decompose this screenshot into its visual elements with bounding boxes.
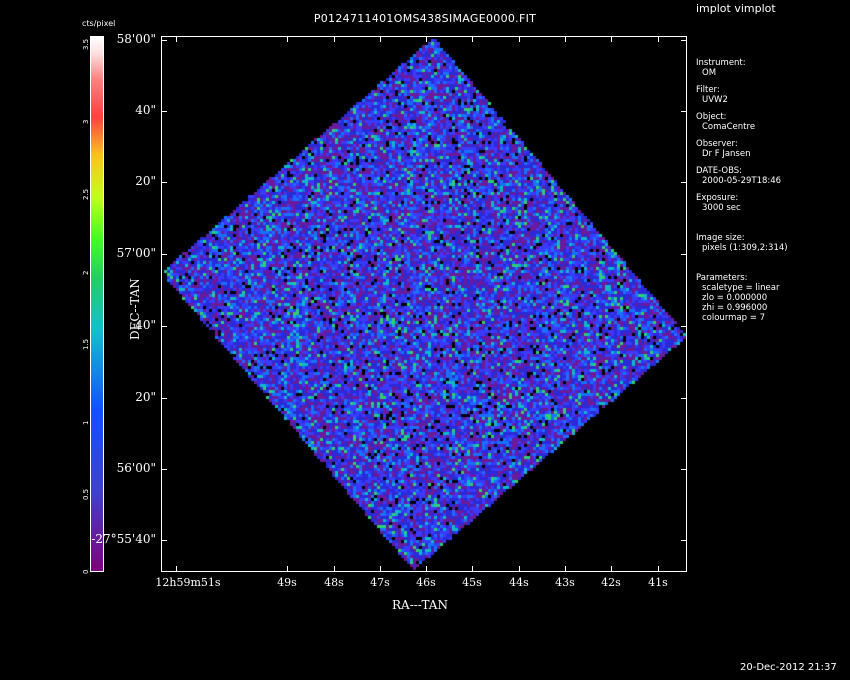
info-value: OM	[702, 68, 717, 78]
y-tick-mark	[681, 182, 687, 183]
x-tick-label: 47s	[370, 576, 390, 589]
x-tick-mark	[519, 36, 520, 42]
colorbar-tick: 0	[82, 569, 90, 574]
x-tick-mark	[611, 36, 612, 42]
param-scaletype: scaletype = linear	[702, 283, 780, 293]
info-instrument: Instrument: OM	[696, 58, 746, 78]
x-tick-mark	[380, 566, 381, 572]
y-tick-mark	[161, 182, 167, 183]
y-tick-mark	[681, 254, 687, 255]
info-key: Image size:	[696, 233, 745, 243]
info-date: DATE-OBS: 2000-05-29T18:46	[696, 166, 781, 186]
x-tick-label: 44s	[509, 576, 529, 589]
colorbar-tick: 1	[82, 420, 90, 425]
y-tick-label: 20"	[135, 174, 156, 188]
x-tick-label: 48s	[324, 576, 344, 589]
y-tick-mark	[681, 111, 687, 112]
x-tick-mark	[611, 566, 612, 572]
x-tick-mark	[472, 566, 473, 572]
x-tick-mark	[658, 566, 659, 572]
x-tick-label: 45s	[462, 576, 482, 589]
info-value: ComaCentre	[702, 122, 756, 132]
y-axis-label: DEC--TAN	[128, 278, 142, 340]
x-tick-label: 43s	[555, 576, 575, 589]
info-filter: Filter: UVW2	[696, 85, 728, 105]
x-tick-mark	[287, 36, 288, 42]
y-tick-label: 40"	[135, 103, 156, 117]
info-key: Instrument:	[696, 58, 746, 68]
x-tick-label: 41s	[648, 576, 668, 589]
y-tick-mark	[161, 540, 167, 541]
y-tick-label: 58'00"	[116, 32, 156, 46]
colorbar-tick: 3	[82, 119, 90, 124]
x-tick-mark	[472, 36, 473, 42]
x-tick-label: 46s	[416, 576, 436, 589]
param-zlo: zlo = 0.000000	[702, 293, 768, 303]
y-tick-mark	[161, 111, 167, 112]
info-value: Dr F Jansen	[702, 149, 751, 159]
timestamp: 20-Dec-2012 21:37	[740, 662, 837, 673]
y-tick-mark	[161, 254, 167, 255]
info-key: DATE-OBS:	[696, 166, 743, 176]
y-tick-mark	[161, 469, 167, 470]
info-observer: Observer: Dr F Jansen	[696, 139, 750, 159]
x-tick-mark	[380, 36, 381, 42]
x-tick-mark	[519, 566, 520, 572]
y-tick-label: -27°55'40"	[91, 532, 156, 546]
x-tick-mark	[426, 36, 427, 42]
y-tick-label: 20"	[135, 390, 156, 404]
y-tick-mark	[681, 398, 687, 399]
colorbar-tick: 1.5	[82, 338, 90, 350]
colorbar-tick: 3.5	[82, 38, 90, 50]
colorbar-tick: 0.5	[82, 488, 90, 500]
x-tick-mark	[565, 36, 566, 42]
info-key: Parameters:	[696, 273, 748, 283]
info-value: pixels (1:309,2:314)	[702, 243, 788, 253]
sky-image[interactable]	[161, 36, 687, 572]
x-tick-mark	[334, 566, 335, 572]
info-object: Object: ComaCentre	[696, 112, 755, 132]
x-tick-mark	[565, 566, 566, 572]
colorbar	[90, 36, 104, 572]
info-key: Exposure:	[696, 193, 739, 203]
y-tick-mark	[681, 540, 687, 541]
colorbar-tick: 2.5	[82, 188, 90, 200]
info-key: Filter:	[696, 85, 720, 95]
y-tick-label: 40"	[135, 318, 156, 332]
info-key: Object:	[696, 112, 727, 122]
x-tick-mark	[287, 566, 288, 572]
colorbar-unit-label: cts/pixel	[82, 19, 116, 28]
y-tick-mark	[161, 326, 167, 327]
param-zhi: zhi = 0.996000	[702, 303, 768, 313]
info-exposure: Exposure: 3000 sec	[696, 193, 741, 213]
x-tick-label: 12h59m51s	[155, 576, 221, 589]
x-axis-label: RA---TAN	[392, 598, 448, 612]
y-tick-label: 57'00"	[116, 246, 156, 260]
y-tick-mark	[681, 326, 687, 327]
y-tick-mark	[681, 469, 687, 470]
info-value: 3000 sec	[702, 203, 741, 213]
y-tick-mark	[161, 398, 167, 399]
x-tick-label: 49s	[277, 576, 297, 589]
plot-title: P0124711401OMS438SIMAGE0000.FIT	[313, 12, 537, 25]
x-tick-mark	[176, 36, 177, 42]
x-tick-mark	[176, 566, 177, 572]
y-tick-mark	[161, 40, 167, 41]
param-colourmap: colourmap = 7	[702, 313, 765, 323]
y-tick-mark	[681, 40, 687, 41]
app-title: implot vimplot	[696, 2, 776, 15]
x-tick-mark	[426, 566, 427, 572]
x-tick-mark	[658, 36, 659, 42]
x-tick-mark	[334, 36, 335, 42]
info-parameters: Parameters: scaletype = linear zlo = 0.0…	[696, 273, 779, 323]
info-value: UVW2	[702, 95, 728, 105]
plot-frame	[161, 36, 687, 572]
y-tick-label: 56'00"	[116, 461, 156, 475]
info-value: 2000-05-29T18:46	[702, 176, 782, 186]
info-key: Observer:	[696, 139, 738, 149]
info-image-size: Image size: pixels (1:309,2:314)	[696, 233, 788, 253]
x-tick-label: 42s	[601, 576, 621, 589]
colorbar-tick: 2	[82, 270, 90, 275]
